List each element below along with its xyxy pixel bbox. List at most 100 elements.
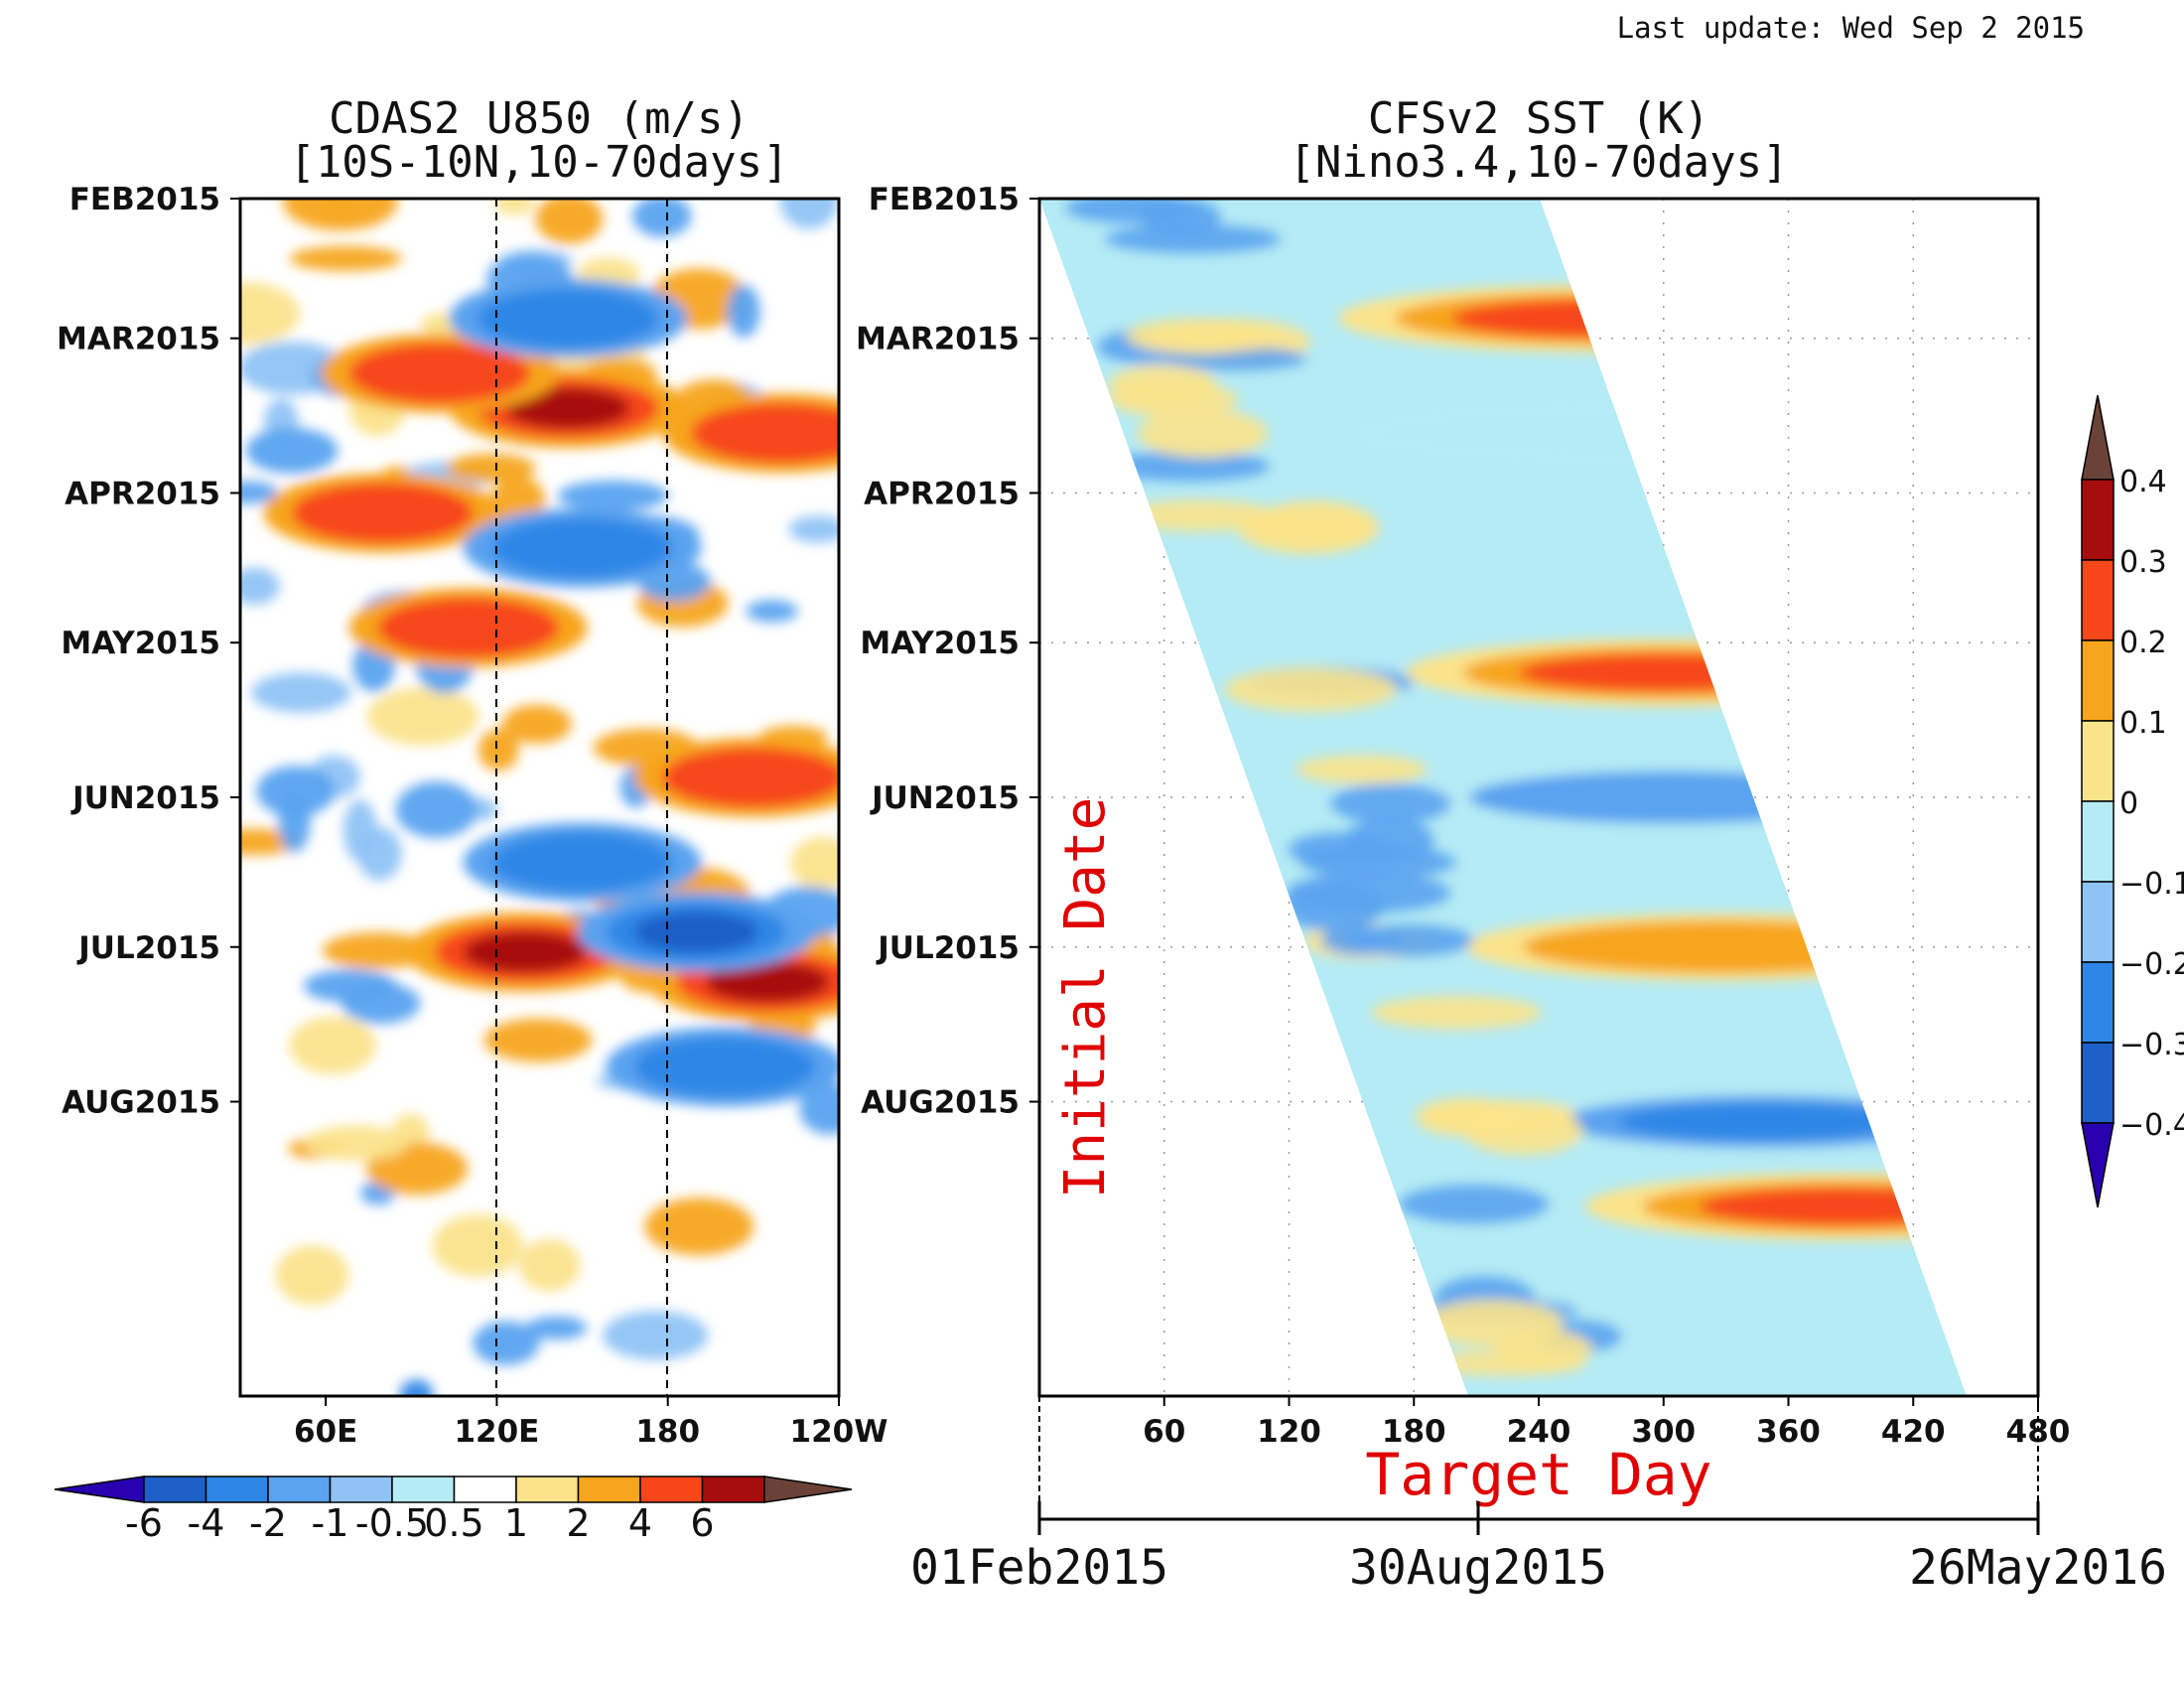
sst-streak — [1617, 1102, 1908, 1141]
anomaly-blob — [483, 1018, 593, 1062]
y-tick-label: APR2015 — [864, 476, 1020, 511]
u850-subtitle: [10S-10N,10-70days] — [289, 137, 788, 188]
y-tick-label: AUG2015 — [62, 1085, 220, 1121]
x-tick-label: 360 — [1756, 1414, 1821, 1450]
anomaly-blob — [494, 199, 535, 215]
anomaly-blob — [446, 453, 537, 483]
anomaly-blob — [399, 1379, 434, 1396]
x-tick-label: 180 — [1382, 1414, 1446, 1450]
anomaly-feature — [377, 597, 559, 658]
sst-heatmap-field — [1039, 199, 1967, 1396]
sst-streak — [1522, 920, 1926, 974]
y-tick-label: APR2015 — [65, 476, 220, 511]
colorbar-label: -0.5 — [355, 1501, 429, 1545]
colorbar-label: -4 — [188, 1501, 225, 1545]
colorbar-label: 2 — [566, 1501, 590, 1545]
colorbar-segment — [2081, 720, 2115, 802]
anomaly-blob — [240, 481, 278, 504]
y-tick-label: MAR2015 — [856, 322, 1020, 357]
anomaly-feature — [463, 930, 588, 973]
target-day-axis-label: Target Day — [1365, 1441, 1711, 1508]
y-tick-label: FEB2015 — [869, 182, 1020, 217]
colorbar-label: 0.5 — [424, 1501, 483, 1545]
sst-subtitle: [Nino3.4,10-70days] — [1289, 137, 1788, 188]
sst-edge-blob — [1104, 224, 1282, 254]
colorbar-high-arrow — [2081, 394, 2115, 481]
colorbar-segment — [701, 1476, 765, 1503]
date-axis-label: 01Feb2015 — [910, 1540, 1168, 1596]
anomaly-feature — [705, 961, 830, 1003]
anomaly-blob — [799, 1083, 839, 1135]
u850-x-axis: 60E 120E 180 120W — [294, 1396, 887, 1450]
x-tick-label: 120W — [790, 1414, 888, 1450]
u850-title: CDAS2 U850 (m/s) — [329, 93, 750, 144]
anomaly-blob — [525, 1316, 588, 1340]
sst-edge-blob — [1296, 755, 1428, 784]
sst-edge-blob — [1371, 995, 1543, 1030]
date-axis-label: 30Aug2015 — [1349, 1540, 1607, 1596]
anomaly-feature — [491, 831, 673, 893]
x-tick-label: 60 — [1143, 1414, 1185, 1450]
anomaly-blob — [240, 281, 301, 346]
colorbar-label: 0.1 — [2119, 706, 2167, 741]
colorbar-label: −0.3 — [2119, 1028, 2184, 1062]
sst-edge-blob — [1286, 873, 1451, 914]
colorbar-segment — [577, 1476, 641, 1503]
sst-edge-blob — [1065, 199, 1199, 223]
colorbar-label: −0.1 — [2119, 867, 2184, 902]
anomaly-blob — [366, 687, 479, 746]
y-tick-label: JUN2015 — [870, 780, 1020, 816]
y-tick-label: AUG2015 — [861, 1085, 1020, 1121]
colorbar-segment — [639, 1476, 704, 1503]
sst-streak — [1451, 299, 1741, 338]
anomaly-feature — [491, 517, 673, 579]
x-tick-label: 180 — [635, 1414, 700, 1450]
colorbar-segment — [515, 1476, 580, 1503]
y-tick-label: JUL2015 — [76, 930, 220, 966]
colorbar-segment — [205, 1476, 269, 1503]
colorbar-low-arrow — [54, 1476, 145, 1503]
u850-colorbar: -6 -4 -2 -1 -0.50.5 1 2 4 6 — [54, 1476, 853, 1545]
date-axis-label: 26May2016 — [1909, 1540, 2167, 1596]
sst-edge-blob — [1137, 408, 1269, 459]
anomaly-blob — [779, 199, 839, 229]
colorbar-label: -2 — [249, 1501, 287, 1545]
x-tick-label: 120E — [454, 1414, 539, 1450]
anomaly-blob — [557, 480, 669, 511]
colorbar-low-arrow — [2081, 1122, 2115, 1208]
colorbar-segment — [143, 1476, 207, 1503]
anomaly-blob — [788, 515, 839, 543]
y-tick-label: JUL2015 — [876, 930, 1020, 966]
sst-streak — [1468, 771, 1872, 824]
sst-streak — [1699, 1188, 1967, 1226]
sst-edge-blob — [1104, 451, 1271, 482]
x-tick-label: 240 — [1507, 1414, 1571, 1450]
colorbar-segment — [2081, 639, 2115, 722]
colorbar-segment — [267, 1476, 332, 1503]
x-tick-label: 120 — [1257, 1414, 1321, 1450]
anomaly-blob — [535, 199, 604, 244]
anomaly-blob — [790, 836, 839, 890]
anomaly-blob — [603, 1311, 709, 1360]
x-tick-label: 300 — [1631, 1414, 1696, 1450]
anomaly-blob — [251, 672, 351, 713]
sst-edge-blob — [1288, 832, 1393, 867]
last-update-text: Last update: Wed Sep 2 2015 — [1617, 11, 2085, 45]
colorbar-label: 0.3 — [2119, 545, 2167, 580]
sst-streak — [1342, 399, 1859, 468]
colorbar-segment — [2081, 1042, 2115, 1124]
u850-panel: CDAS2 U850 (m/s) [10S-10N,10-70days] FEB… — [54, 93, 887, 1545]
anomaly-blob — [304, 1125, 409, 1161]
sst-y-axis: FEB2015 MAR2015 APR2015 MAY2015 JUN2015 JUL20… — [856, 182, 1039, 1121]
colorbar-label: 4 — [628, 1501, 652, 1545]
anomaly-blob — [256, 766, 336, 817]
anomaly-blob — [289, 245, 402, 272]
sst-panel: CFSv2 SST (K) [Nino3.4,10-70days] FEB201… — [856, 93, 2184, 1596]
colorbar-label: −0.4 — [2119, 1108, 2184, 1143]
sst-edge-blob — [1108, 364, 1218, 407]
y-tick-label: FEB2015 — [69, 182, 220, 217]
anomaly-blob — [432, 1213, 523, 1278]
colorbar-segment — [2081, 881, 2115, 963]
sst-colorbar: 0.4 0.3 0.2 0.1 0 −0.1 −0.2 −0.3 −0.4 — [2081, 394, 2184, 1208]
anomaly-blob — [245, 427, 339, 474]
